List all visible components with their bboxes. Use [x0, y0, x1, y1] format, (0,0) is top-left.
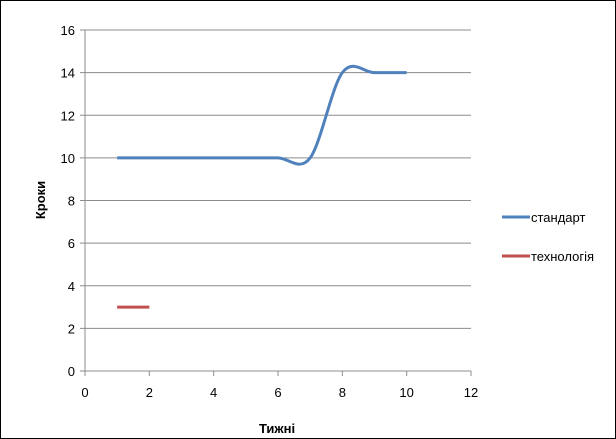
legend-label-standard: стандарт [531, 210, 585, 225]
series-lines [117, 64, 407, 309]
y-tick-label-16: 16 [61, 23, 75, 38]
y-tick-label-2: 2 [68, 321, 75, 336]
x-tick-label-4: 4 [210, 385, 217, 400]
x-tick-label-2: 2 [146, 385, 153, 400]
y-tick-label-12: 12 [61, 108, 75, 123]
y-tick-label-0: 0 [68, 364, 75, 379]
y-tick-label-14: 14 [61, 66, 75, 81]
y-tick-label-8: 8 [68, 194, 75, 209]
y-axis-title: Кроки [33, 181, 48, 219]
x-tick-label-6: 6 [274, 385, 281, 400]
y-tick-label-10: 10 [61, 151, 75, 166]
x-tick-label-0: 0 [81, 385, 88, 400]
x-tick-label-10: 10 [399, 385, 413, 400]
x-tick-label-12: 12 [464, 385, 478, 400]
y-tick-labels: 0 2 4 6 8 10 12 14 16 [61, 23, 75, 379]
grid-lines [85, 29, 471, 329]
legend-label-technology: технологія [531, 249, 594, 264]
x-tick-label-8: 8 [339, 385, 346, 400]
series-line-0 [117, 64, 407, 166]
y-tick-label-6: 6 [68, 236, 75, 251]
x-tick-labels: 0 2 4 6 8 10 12 [81, 385, 478, 400]
y-tick-label-4: 4 [68, 279, 75, 294]
x-axis-title: Тижні [259, 421, 295, 436]
legend: стандарт технологія [502, 210, 594, 264]
axes [80, 29, 472, 376]
